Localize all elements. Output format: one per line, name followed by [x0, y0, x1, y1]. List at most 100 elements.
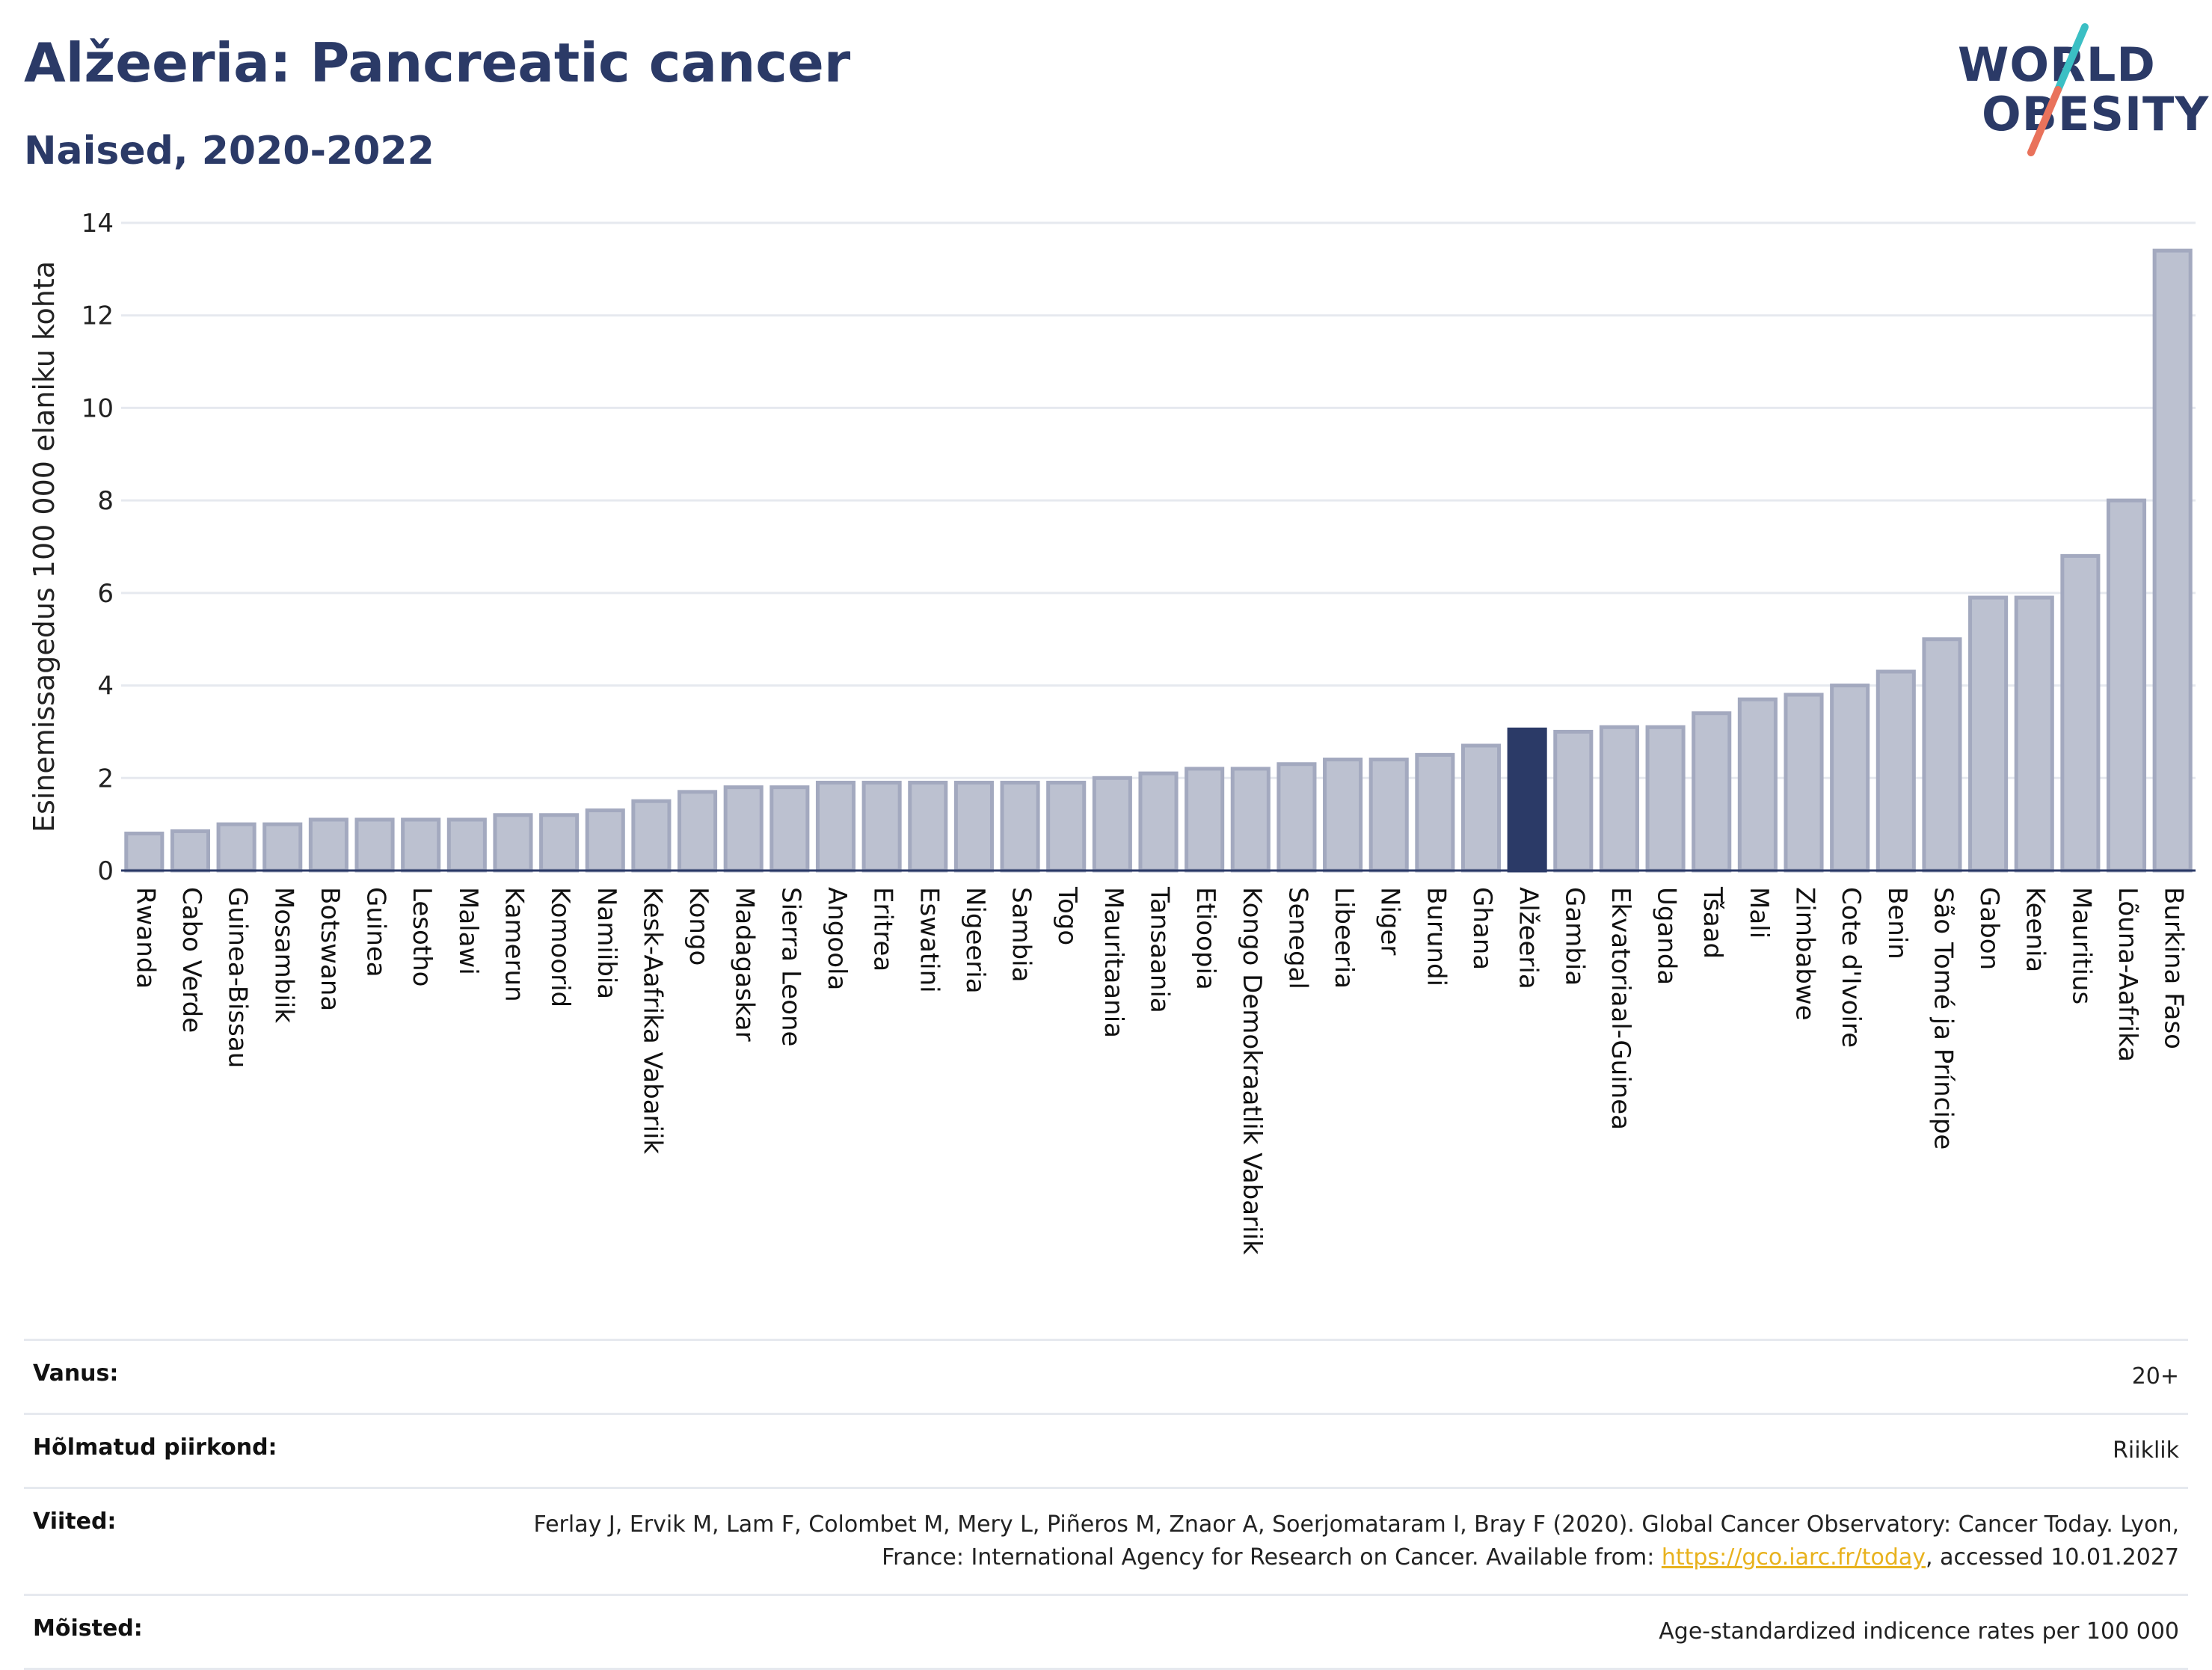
- logo-slash-icon: [2027, 23, 2089, 156]
- info-row-region: Hõlmatud piirkond: Riiklik: [24, 1413, 2188, 1487]
- bar: [1185, 767, 1225, 873]
- age-value: 20+: [2131, 1363, 2179, 1390]
- x-tick-label: Angoola: [822, 887, 852, 990]
- age-label: Vanus:: [33, 1360, 119, 1387]
- bar: [1460, 743, 1502, 873]
- bar-chart: 0 2 4 6 8 10 12 14 Esinemissagedus 100 000 elani…: [28, 209, 2196, 1255]
- bar: [1323, 758, 1363, 873]
- x-tick-label: Lõuna-Aafrika: [2113, 887, 2142, 1062]
- bar: [262, 822, 303, 873]
- x-tick-label: Uganda: [1652, 887, 1682, 985]
- references-accessed: , accessed 10.01.2027: [1926, 1544, 2179, 1571]
- bar: [769, 785, 810, 873]
- x-tick-label: Libeeria: [1329, 887, 1359, 989]
- bar: [908, 780, 948, 873]
- bar: [1276, 762, 1317, 873]
- references-text: Ferlay J, Ervik M, Lam F, Colombet M, Me…: [533, 1511, 2179, 1571]
- region-label: Hõlmatud piirkond:: [33, 1434, 277, 1461]
- y-tick-label: 12: [82, 301, 114, 331]
- y-tick-label: 2: [97, 764, 114, 793]
- x-tick-label: Eswatini: [914, 887, 944, 993]
- bar: [585, 808, 625, 873]
- y-tick-label: 0: [97, 856, 114, 886]
- x-tick-label: Tansaania: [1145, 886, 1175, 1013]
- bar: [1737, 697, 1778, 873]
- bar: [539, 813, 580, 873]
- bar: [1138, 771, 1179, 873]
- info-row-age: Vanus: 20+: [24, 1339, 2188, 1413]
- x-tick-label: Komoorid: [545, 887, 575, 1007]
- x-tick-label: Namiibia: [592, 887, 621, 999]
- bar: [1368, 758, 1409, 873]
- x-tick-label: Mali: [1744, 887, 1774, 939]
- x-tick-label: Ghana: [1467, 887, 1497, 970]
- bar: [354, 817, 395, 873]
- bar: [1968, 595, 2009, 873]
- x-tick-label: Kongo: [683, 887, 713, 966]
- x-tick-label: Senegal: [1282, 887, 1312, 989]
- bar: [723, 785, 764, 873]
- x-tick-label: Nigeeria: [960, 887, 990, 994]
- x-tick-label: Mauritaania: [1099, 887, 1128, 1038]
- page-subtitle: Naised, 2020-2022: [24, 129, 434, 174]
- bar: [861, 780, 902, 873]
- x-tick-label: Malawi: [453, 887, 483, 975]
- bar: [678, 790, 718, 873]
- bar: [446, 817, 487, 873]
- bar: [1553, 729, 1594, 873]
- bar: [2152, 248, 2193, 873]
- y-tick-label: 8: [97, 486, 114, 516]
- info-table: Vanus: 20+ Hõlmatud piirkond: Riiklik Vi…: [24, 1339, 2188, 1670]
- x-tick-label: Cabo Verde: [176, 887, 206, 1033]
- bar: [401, 817, 441, 873]
- y-axis-label: Esinemissagedus 100 000 elaniku kohta: [28, 261, 61, 832]
- logo-line-1: WORLD: [1958, 37, 2156, 92]
- x-tick-label: Rwanda: [130, 887, 160, 989]
- x-tick-label: Burkina Faso: [2159, 887, 2189, 1049]
- x-tick-label: Eritrea: [868, 887, 898, 971]
- bar: [1000, 780, 1040, 873]
- page-title: Alžeeria: Pancreatic cancer: [24, 31, 851, 94]
- y-tick-label: 4: [97, 672, 114, 702]
- x-tick-label: Sambia: [1007, 887, 1036, 982]
- x-tick-label: Etioopia: [1191, 887, 1220, 990]
- bar: [1507, 727, 1547, 873]
- x-tick-label: Mauritius: [2066, 887, 2096, 1004]
- bar: [815, 780, 856, 873]
- bar: [2014, 595, 2054, 873]
- x-tick-label: Ekvatoriaal-Guinea: [1606, 887, 1635, 1130]
- x-tick-label: Niger: [1375, 887, 1405, 955]
- bar: [124, 832, 165, 873]
- definitions-label: Mõisted:: [33, 1615, 143, 1642]
- info-row-definitions: Mõisted: Age-standardized indicence rate…: [24, 1594, 2188, 1670]
- x-tick-label: Lesotho: [407, 887, 437, 986]
- bar: [1415, 752, 1455, 873]
- x-tick-label: Burundi: [1421, 887, 1451, 986]
- x-tick-label: Guinea: [361, 887, 391, 977]
- x-tick-label: Sierra Leone: [775, 887, 805, 1046]
- bar: [2106, 498, 2147, 873]
- definitions-value: Age-standardized indicence rates per 100…: [1659, 1618, 2179, 1645]
- bar: [1784, 693, 1824, 873]
- references-value: Ferlay J, Ervik M, Lam F, Colombet M, Me…: [459, 1508, 2179, 1574]
- bar: [1230, 767, 1271, 873]
- logo-line-2: OBESITY: [1982, 87, 2210, 141]
- bar: [216, 822, 256, 873]
- bar: [1046, 780, 1087, 873]
- x-tick-label: Kongo Demokraatlik Vabariik: [1237, 887, 1267, 1255]
- x-tick-label: Cote d'Ivoire: [1836, 887, 1866, 1048]
- bar: [1830, 684, 1870, 873]
- bar: [1645, 725, 1686, 873]
- x-tick-label: São Tomé ja Príncipe: [1928, 887, 1958, 1149]
- x-tick-label: Kamerun: [499, 887, 529, 1002]
- bar: [308, 817, 348, 873]
- info-row-references: Viited: Ferlay J, Ervik M, Lam F, Colomb…: [24, 1487, 2188, 1594]
- bar: [953, 780, 994, 873]
- bar: [493, 813, 533, 873]
- y-tick-label: 14: [82, 209, 114, 239]
- references-link[interactable]: https://gco.iarc.fr/today: [1661, 1544, 1926, 1571]
- bar: [631, 799, 672, 873]
- bar: [1599, 725, 1639, 873]
- x-tick-label: Benin: [1882, 887, 1912, 960]
- region-value: Riiklik: [2113, 1437, 2179, 1464]
